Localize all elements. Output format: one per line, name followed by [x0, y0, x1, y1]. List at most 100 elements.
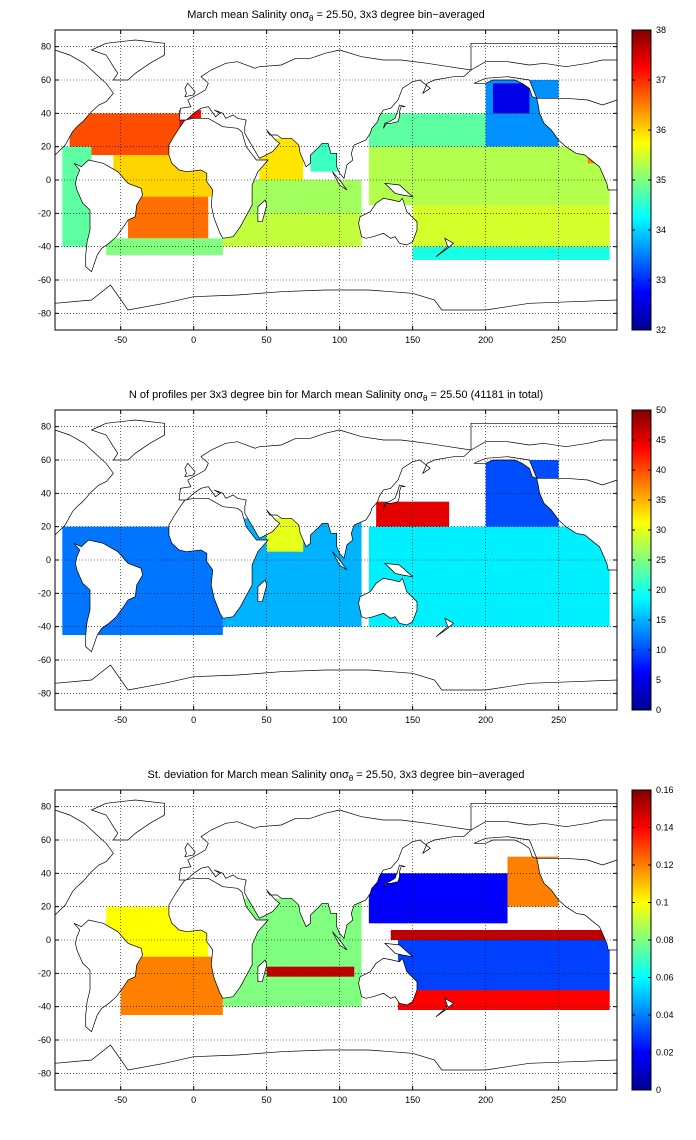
y-tick-label: -40	[38, 242, 51, 252]
colorbar-tick-label: 40	[656, 465, 666, 475]
coastline-13	[54, 664, 618, 711]
coastline-7	[383, 104, 406, 129]
y-tick-label: -80	[38, 688, 51, 698]
y-tick-label: -60	[38, 275, 51, 285]
chart-title: N of profiles per 3x3 degree bin for Mar…	[129, 389, 543, 403]
coastline-1	[54, 429, 114, 536]
colorbar-tick-label: 38	[656, 25, 666, 35]
colorbar-tick-label: 33	[656, 275, 666, 285]
coastline-15	[470, 802, 618, 831]
coastline-15	[470, 42, 618, 71]
coastline-4	[168, 497, 269, 619]
x-tick-label: 50	[262, 715, 272, 725]
x-tick-label: 100	[332, 335, 347, 345]
y-tick-label: 80	[41, 802, 51, 812]
coastline-3	[90, 39, 165, 81]
y-tick-label: -20	[38, 208, 51, 218]
colorbar-tick-label: 25	[656, 555, 666, 565]
y-tick-label: -80	[38, 1068, 51, 1078]
coastline-8	[257, 199, 268, 223]
y-tick-label: 60	[41, 75, 51, 85]
data-region-4	[376, 501, 450, 527]
coastline-8	[257, 579, 268, 603]
coastline-12	[184, 842, 196, 858]
x-tick-label: -50	[114, 335, 127, 345]
colorbar-tick-label: 0.12	[656, 860, 674, 870]
coastline-6	[358, 197, 418, 246]
y-tick-label: 80	[41, 42, 51, 52]
chart-panel-1: -50 0 50 100 150 200 250 -80 -60 -40 -20 0 20 40 60 80 M…	[38, 9, 666, 345]
coastline-14	[536, 97, 618, 191]
coastline-16	[473, 456, 538, 479]
colorbar-tick-label: 0.16	[656, 785, 674, 795]
data-region-14	[368, 146, 610, 205]
colorbar-tick-label: 0	[656, 705, 661, 715]
data-region-16	[412, 246, 610, 260]
y-tick-label: -20	[38, 968, 51, 978]
y-tick-label: -60	[38, 1035, 51, 1045]
colorbar-tick-label: 0.02	[656, 1048, 674, 1058]
chart-panel-3: -50 0 50 100 150 200 250 -80 -60 -40 -20 0 20 40 60 80 S…	[38, 769, 674, 1105]
coastline-4	[168, 877, 269, 999]
coastline-13	[54, 284, 618, 331]
data-region-9	[398, 990, 610, 1010]
y-tick-label: -40	[38, 622, 51, 632]
colorbar-tick-label: 0	[656, 1085, 661, 1095]
coastline-2	[73, 919, 143, 1033]
colorbar-tick-label: 32	[656, 325, 666, 335]
colorbar-tick-label: 34	[656, 225, 666, 235]
data-region-15	[412, 205, 610, 247]
coastline-10	[383, 942, 414, 958]
x-tick-label: 0	[191, 1095, 196, 1105]
coastline-3	[90, 799, 165, 841]
data-region-13	[492, 83, 530, 114]
x-tick-label: 250	[551, 715, 566, 725]
coastline-5	[178, 429, 472, 560]
colorbar-tick-label: 30	[656, 525, 666, 535]
data-region-8	[398, 940, 610, 990]
coastline-3	[90, 419, 165, 461]
x-tick-label: 50	[262, 1095, 272, 1105]
x-tick-label: 50	[262, 335, 272, 345]
coastline-8	[257, 959, 268, 983]
coastline-11	[435, 997, 455, 1017]
colorbar-tick-label: 45	[656, 435, 666, 445]
x-tick-label: 0	[191, 335, 196, 345]
colorbar-tick-label: 0.06	[656, 973, 674, 983]
coastline-12	[184, 82, 196, 98]
x-tick-label: 0	[191, 715, 196, 725]
y-tick-label: 40	[41, 488, 51, 498]
y-tick-label: 20	[41, 522, 51, 532]
colorbar-tick-label: 50	[656, 405, 666, 415]
chart-title: St. deviation for March mean Salinity on…	[148, 769, 525, 783]
y-tick-label: -60	[38, 655, 51, 665]
data-region-4	[127, 196, 209, 239]
x-tick-label: 250	[551, 1095, 566, 1105]
data-region-10	[222, 213, 362, 247]
coastline-5	[178, 809, 472, 940]
coastline-6	[358, 577, 418, 626]
data-region-7	[390, 930, 610, 940]
coastline-16	[473, 76, 538, 99]
colorbar-tick-label: 36	[656, 125, 666, 135]
coastline-14	[536, 857, 618, 951]
coastline-16	[473, 836, 538, 859]
x-tick-label: 100	[332, 1095, 347, 1105]
colorbar-tick-label: 5	[656, 675, 661, 685]
y-tick-label: -40	[38, 1002, 51, 1012]
coastline-14	[536, 477, 618, 571]
data-region-11	[368, 113, 486, 147]
coastline-7	[383, 864, 406, 889]
coastline-6	[358, 957, 418, 1006]
y-tick-label: 0	[46, 175, 51, 185]
colorbar-tick-label: 0.08	[656, 935, 674, 945]
chart-panel-2: -50 0 50 100 150 200 250-80-60-40-20020406080N…	[38, 389, 666, 725]
x-tick-label: 200	[478, 335, 493, 345]
y-tick-label: 0	[46, 935, 51, 945]
x-tick-label: 100	[332, 715, 347, 725]
colorbar-tick-label: 0.14	[656, 823, 674, 833]
x-tick-label: 150	[405, 335, 420, 345]
y-tick-label: 40	[41, 868, 51, 878]
coastline-1	[54, 809, 114, 916]
